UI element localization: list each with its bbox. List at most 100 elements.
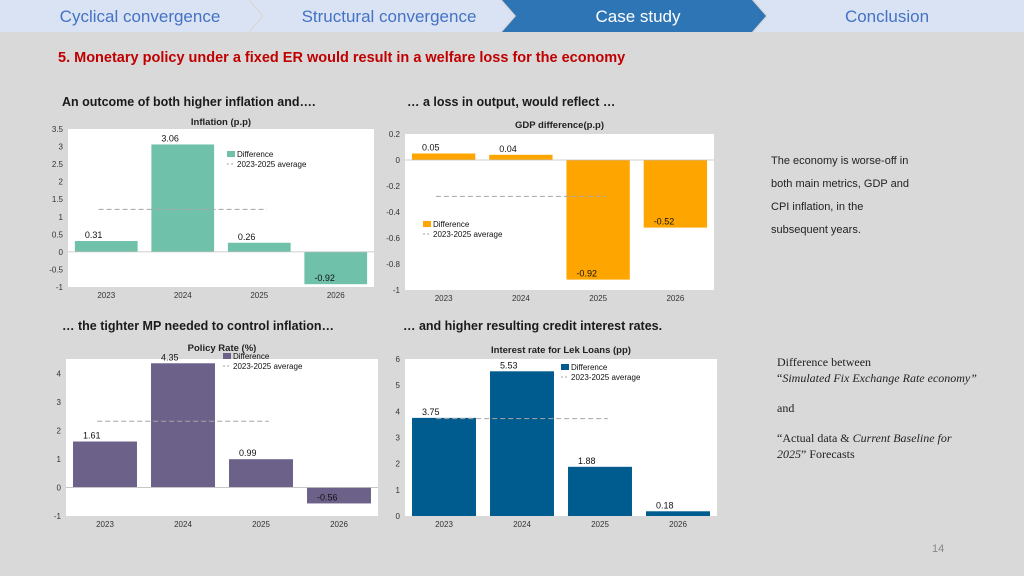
slide-title: 5. Monetary policy under a fixed ER woul…: [58, 50, 626, 66]
data-label: 3.06: [161, 133, 179, 143]
data-label: 1.88: [578, 456, 596, 466]
page-number: 14: [932, 543, 945, 555]
note-text: ” Forecasts: [801, 447, 855, 461]
y-tick-label: 0: [59, 248, 64, 257]
interest-rate-chart: Interest rate for Lek Loans (pp) 0 1 2 3 4 5 6 3…: [396, 345, 717, 529]
bar: [568, 466, 632, 516]
data-label: 0.26: [238, 232, 256, 242]
x-tick-label: 2023: [435, 520, 453, 529]
y-tick-label: 5: [396, 381, 401, 390]
y-tick-label: 1.5: [52, 195, 64, 204]
y-tick-label: 0.2: [389, 130, 401, 139]
caption-interest-rate: … and higher resulting credit interest r…: [403, 319, 663, 333]
note-line: “Simulated Fix Exchange Rate economy”: [777, 370, 977, 386]
x-tick-label: 2025: [589, 294, 607, 303]
chart-note: Difference between “Simulated Fix Exchan…: [777, 354, 977, 462]
chart-title: Policy Rate (%): [188, 343, 257, 354]
note-italic: Current Baseline for 2025: [777, 431, 952, 461]
x-tick-label: 2024: [174, 520, 192, 529]
bar: [490, 371, 554, 516]
x-tick-label: 2023: [96, 520, 114, 529]
bar: [412, 417, 476, 516]
data-label: -0.92: [576, 269, 597, 279]
y-tick-label: 0: [396, 512, 401, 521]
y-tick-label: 4: [57, 369, 62, 378]
tab-conclusion[interactable]: Conclusion: [845, 7, 929, 26]
y-tick-label: 2.5: [52, 160, 64, 169]
gdp-chart: GDP difference(p.p) -1 -0.8 -0.6 -0.4 -0.2 0 0.…: [386, 120, 714, 303]
y-tick-label: -0.2: [386, 182, 400, 191]
legend-swatch: [561, 364, 569, 370]
y-tick-label: -1: [393, 286, 401, 295]
data-label: 0.05: [422, 143, 440, 153]
y-tick-label: 3: [59, 143, 64, 152]
y-tick-label: 2: [57, 426, 62, 435]
y-tick-label: -1: [54, 512, 62, 521]
data-label: 0.18: [656, 500, 674, 510]
bar: [73, 441, 137, 488]
y-tick-label: -0.5: [49, 265, 63, 274]
note-line: “Actual data & Current Baseline for 2025…: [777, 430, 977, 462]
x-tick-label: 2024: [513, 520, 531, 529]
note-line: Difference between: [777, 355, 872, 369]
note-italic: Simulated Fix Exchange Rate economy”: [782, 371, 977, 385]
y-tick-label: 1: [59, 213, 64, 222]
side-text-line: The economy is worse-off in: [771, 155, 909, 167]
legend-label: 2023-2025 average: [233, 362, 303, 371]
note-quote: “: [777, 371, 783, 385]
legend-label: Difference: [433, 220, 470, 229]
chart-title: Inflation (p.p): [191, 117, 251, 128]
data-label: 5.53: [500, 360, 518, 370]
bar: [566, 160, 630, 280]
tab-case-study[interactable]: Case study: [595, 7, 681, 26]
y-tick-label: 0: [396, 156, 401, 165]
tab-conclusion-bg[interactable]: [754, 0, 1024, 32]
note-line: and: [777, 401, 795, 415]
policy-rate-chart: Policy Rate (%) -1 0 1 2 3 4 1.61 2023 4.35 2024 0.…: [54, 343, 378, 529]
x-tick-label: 2024: [174, 291, 192, 300]
tab-case-study-bg[interactable]: [502, 0, 766, 32]
bar: [151, 144, 215, 252]
tab-cyclical-convergence[interactable]: Cyclical convergence: [60, 7, 221, 26]
x-tick-label: 2023: [97, 291, 115, 300]
legend-label: 2023-2025 average: [433, 230, 503, 239]
x-tick-label: 2025: [252, 520, 270, 529]
data-label: -0.56: [317, 492, 338, 502]
tab-cyclical-convergence-bg[interactable]: [0, 0, 262, 32]
data-label: 0.99: [239, 448, 257, 458]
side-text-line: both main metrics, GDP and: [771, 178, 909, 190]
caption-inflation: An outcome of both higher inflation and……: [62, 95, 316, 109]
legend-label: Difference: [571, 363, 608, 372]
bar: [227, 242, 291, 252]
y-tick-label: -0.4: [386, 208, 400, 217]
y-tick-label: 4: [396, 407, 401, 416]
x-tick-label: 2024: [512, 294, 530, 303]
chart-title: GDP difference(p.p): [515, 120, 604, 131]
bar: [643, 160, 708, 228]
y-tick-label: 2: [396, 460, 401, 469]
caption-policy-rate: … the tighter MP needed to control infla…: [62, 319, 334, 333]
data-label: -0.92: [314, 273, 335, 283]
y-tick-label: 2: [59, 178, 64, 187]
note-text: “Actual data &: [777, 431, 853, 445]
bar: [229, 459, 293, 488]
legend-swatch: [423, 221, 431, 227]
bar: [489, 154, 553, 160]
side-commentary: The economy is worse-off in both main me…: [771, 150, 941, 242]
y-tick-label: 6: [396, 355, 401, 364]
x-tick-label: 2025: [591, 520, 609, 529]
x-tick-label: 2025: [250, 291, 268, 300]
x-tick-label: 2026: [669, 520, 687, 529]
bar: [151, 363, 215, 488]
tab-structural-convergence-bg[interactable]: [250, 0, 514, 32]
side-text-line: subsequent years.: [771, 224, 861, 236]
y-tick-label: 3.5: [52, 125, 64, 134]
legend-label: 2023-2025 average: [237, 160, 307, 169]
legend-label: 2023-2025 average: [571, 373, 641, 382]
data-label: 4.35: [161, 352, 179, 362]
y-tick-label: 1: [57, 455, 62, 464]
data-label: 0.31: [85, 230, 103, 240]
x-tick-label: 2023: [435, 294, 453, 303]
bar: [307, 487, 371, 504]
tab-structural-convergence[interactable]: Structural convergence: [302, 7, 477, 26]
